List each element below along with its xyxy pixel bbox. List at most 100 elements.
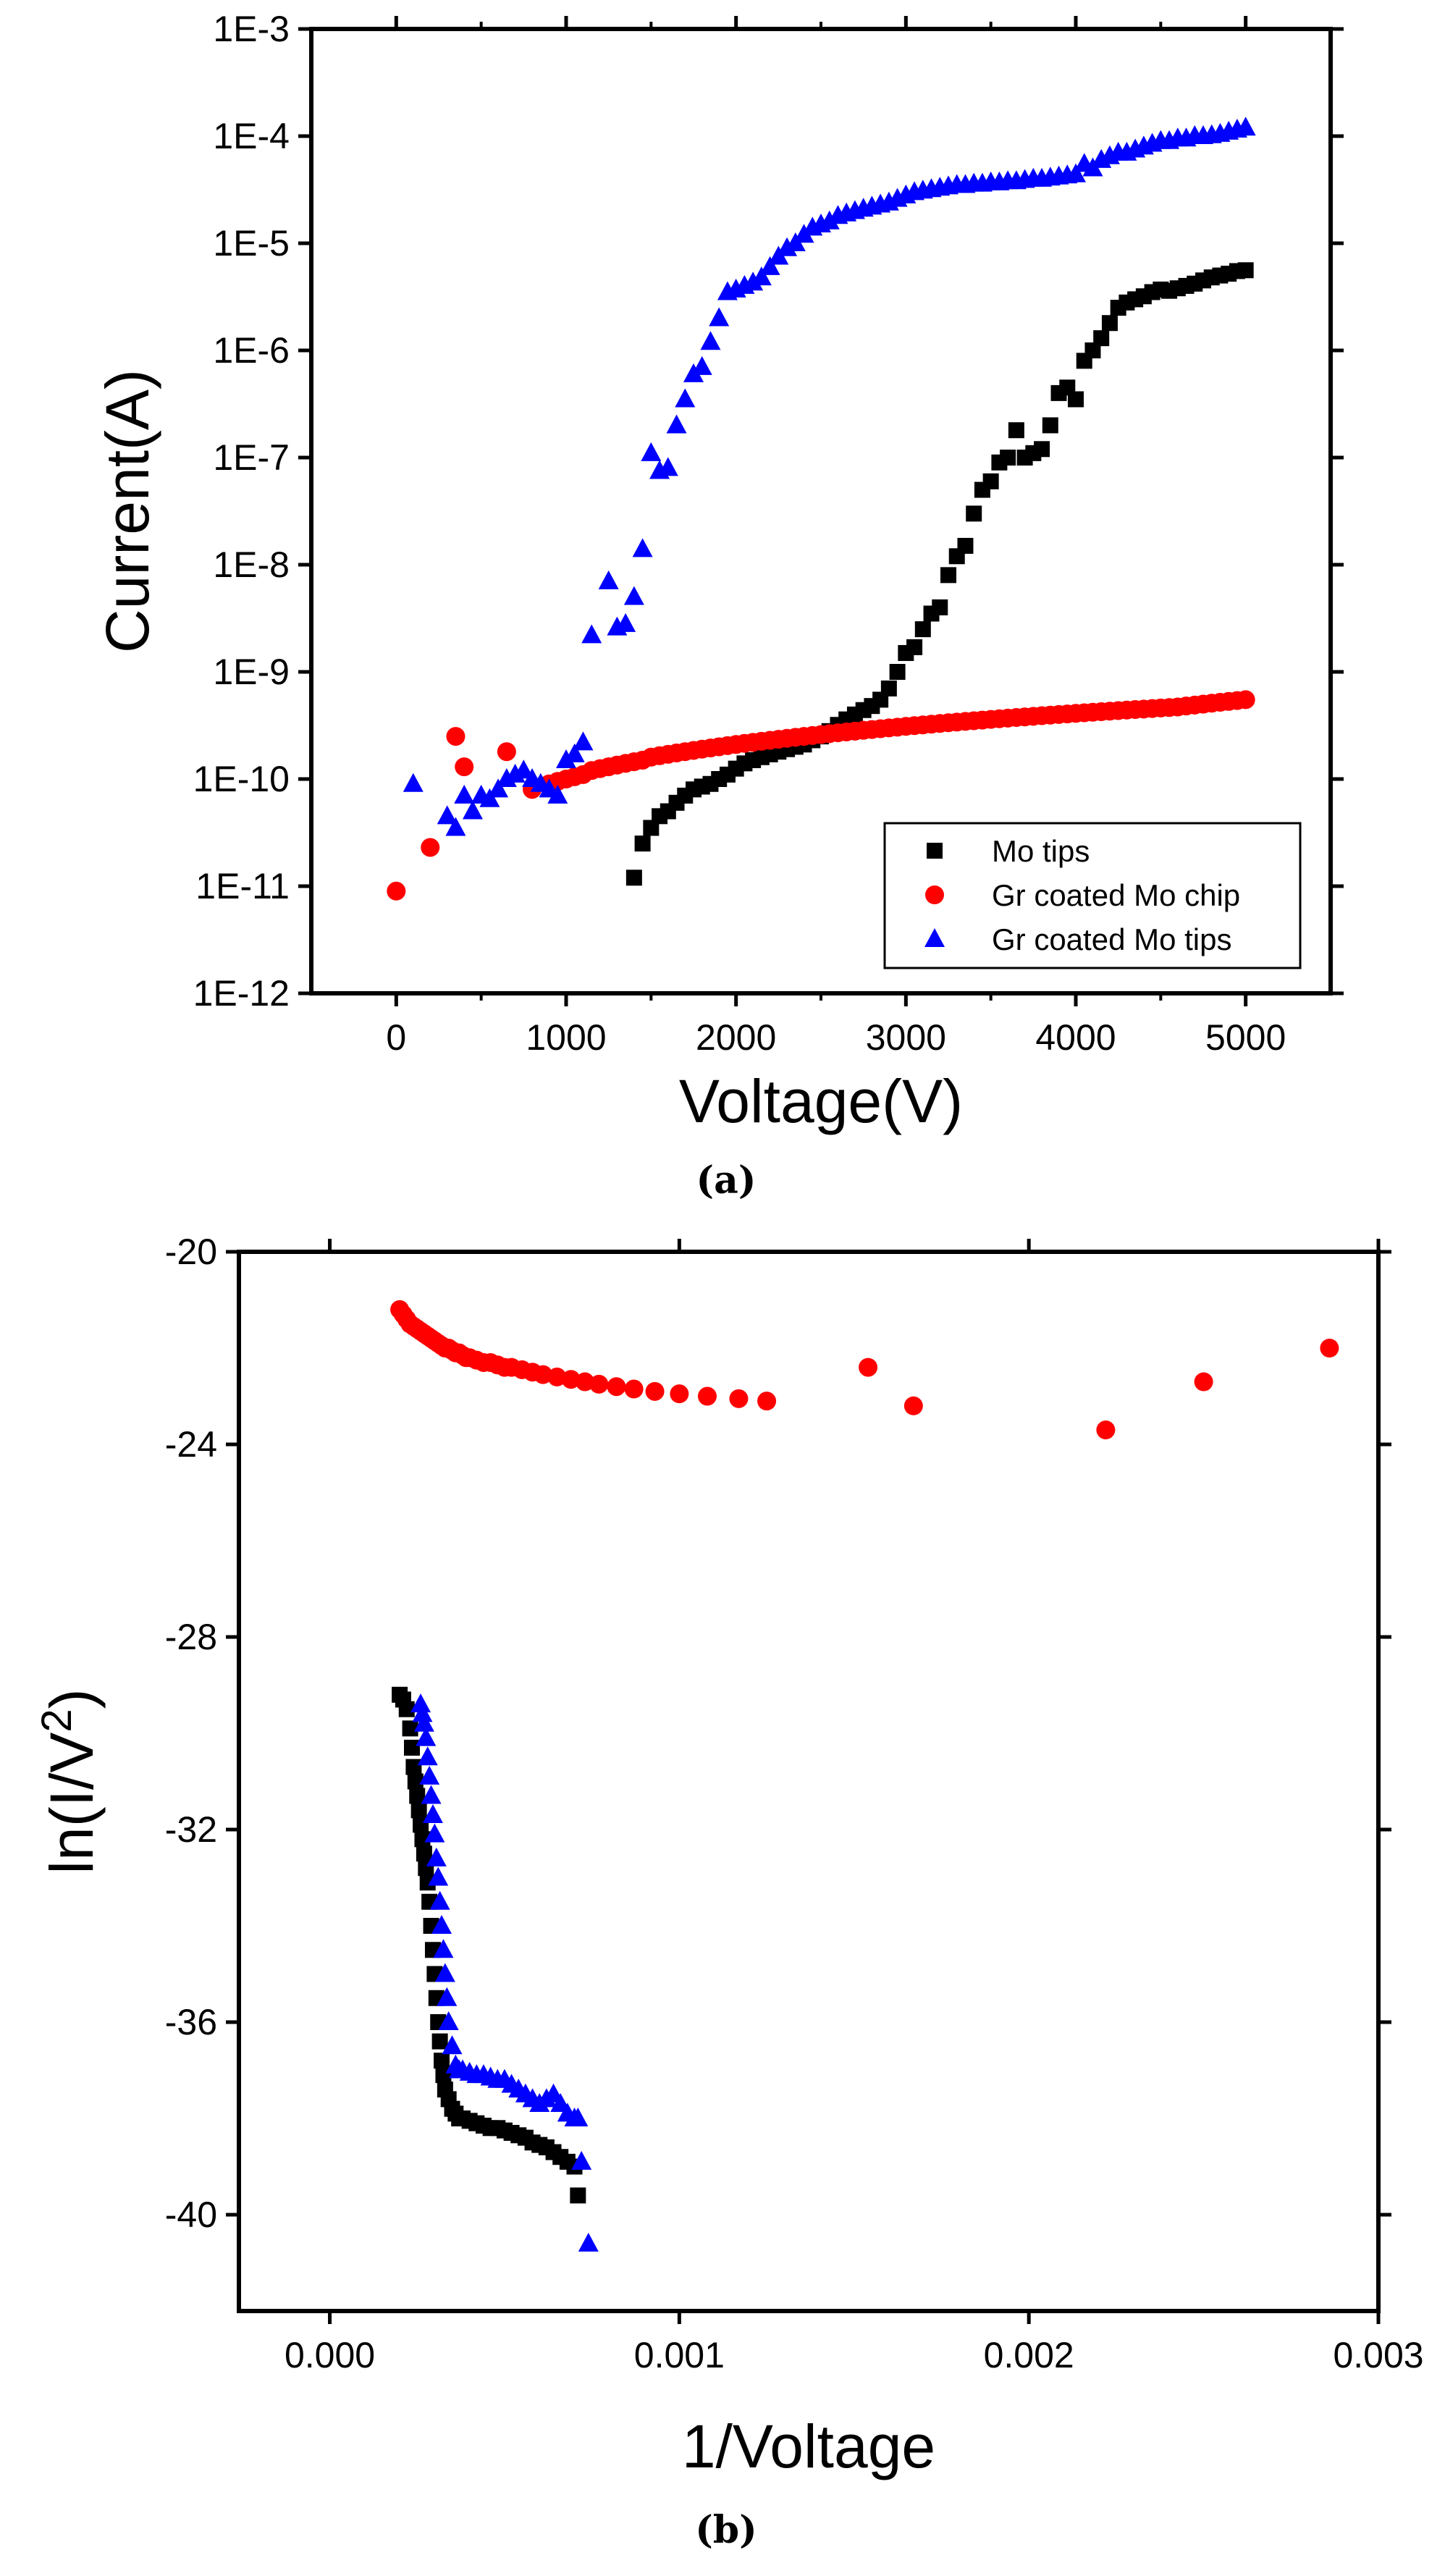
b-data-point xyxy=(434,1963,455,1982)
b-series-1 xyxy=(390,1300,1339,1440)
b-ytick-label: -20 xyxy=(165,1232,217,1272)
b-data-point xyxy=(670,1384,689,1404)
b-data-point xyxy=(575,1372,594,1392)
b-y-axis-title: ln(I/V2) xyxy=(33,1688,106,1874)
a-ytick-label: 1E-10 xyxy=(193,759,290,799)
a-data-point xyxy=(581,624,602,644)
a-data-point xyxy=(625,870,642,886)
b-data-point xyxy=(410,1693,431,1713)
b-data-point xyxy=(431,1915,452,1934)
b-data-point xyxy=(409,1788,426,1804)
a-data-point xyxy=(1235,117,1256,136)
b-data-point xyxy=(405,1759,422,1775)
a-data-point xyxy=(889,664,906,680)
b-data-point xyxy=(589,1374,609,1394)
b-data-point xyxy=(407,1773,424,1790)
a-data-point xyxy=(957,537,974,554)
a-xtick-label: 3000 xyxy=(866,1017,946,1058)
a-data-point xyxy=(632,538,653,557)
a-ytick-label: 1E-12 xyxy=(193,973,290,1014)
a-ytick-label: 1E-4 xyxy=(213,116,290,156)
b-data-point xyxy=(426,1847,447,1866)
caption-a: (a) xyxy=(696,1158,757,1203)
a-data-point xyxy=(641,442,662,461)
a-legend-label: Gr coated Mo chip xyxy=(992,878,1240,912)
a-data-point xyxy=(906,639,923,655)
a-data-point xyxy=(1042,417,1058,434)
a-xtick-label: 0 xyxy=(386,1017,406,1058)
a-data-point xyxy=(966,505,982,522)
a-data-point xyxy=(880,680,897,696)
a-data-point xyxy=(573,731,594,751)
a-data-point xyxy=(1000,450,1016,466)
chart-a: (a) 0 1000 2000 3000 4000 5000 1E-12 1E-11 1E-10… xyxy=(93,9,1344,1203)
b-data-point xyxy=(437,1987,458,2006)
a-data-point xyxy=(1236,690,1255,710)
b-data-point xyxy=(398,1701,415,1717)
a-data-point xyxy=(547,784,568,804)
b-xtick-label: 0.002 xyxy=(984,2335,1074,2375)
a-data-point xyxy=(1237,262,1254,279)
a-data-point xyxy=(455,757,474,777)
a-series-2 xyxy=(403,117,1256,836)
a-data-point xyxy=(488,778,509,798)
b-data-point xyxy=(417,1746,438,1766)
b-data-point xyxy=(1194,1372,1213,1392)
b-data-point xyxy=(561,1370,581,1389)
a-data-point xyxy=(759,256,780,275)
a-data-point xyxy=(623,586,644,605)
a-data-point xyxy=(666,414,687,434)
b-data-point xyxy=(434,2053,450,2069)
a-legend-marker xyxy=(927,843,943,859)
b-ytick-label: -36 xyxy=(165,2002,217,2042)
a-legend-marker xyxy=(925,885,944,904)
b-ytick-label: -40 xyxy=(165,2194,217,2235)
a-data-point xyxy=(462,800,483,820)
a-data-point xyxy=(513,759,534,779)
a-legend-label: Mo tips xyxy=(992,834,1090,868)
b-ytick-label: -24 xyxy=(165,1424,217,1465)
a-data-point xyxy=(437,805,458,825)
a-xtick-label: 2000 xyxy=(696,1017,776,1058)
b-data-point xyxy=(424,1823,445,1843)
a-series-1 xyxy=(387,690,1255,901)
b-data-point xyxy=(859,1358,878,1377)
b-series-0 xyxy=(392,1686,586,2204)
b-data-point xyxy=(624,1379,644,1399)
a-data-point xyxy=(1101,315,1118,332)
a-data-point xyxy=(421,838,440,857)
a-data-point xyxy=(387,881,406,901)
b-data-point xyxy=(757,1392,777,1411)
b-data-point xyxy=(729,1389,749,1408)
b-data-point xyxy=(534,1365,553,1384)
b-plot-frame xyxy=(237,1250,1381,2313)
a-data-point xyxy=(932,599,948,615)
a-ytick-label: 1E-7 xyxy=(213,437,290,478)
b-xtick-label: 0.001 xyxy=(634,2335,725,2375)
b-data-point xyxy=(645,1381,665,1401)
a-data-point xyxy=(564,743,585,762)
b-data-point xyxy=(402,1720,418,1737)
b-xtick-label: 0.003 xyxy=(1333,2335,1423,2375)
a-data-point xyxy=(1008,422,1024,439)
a-legend: Mo tips Gr coated Mo chip Gr coated Mo tip… xyxy=(883,822,1302,969)
a-data-point xyxy=(914,621,931,638)
b-data-point xyxy=(428,1866,449,1886)
a-data-point xyxy=(598,570,619,589)
a-ytick-label: 1E-3 xyxy=(213,9,290,49)
b-data-point xyxy=(438,2011,459,2030)
b-xtick-label: 0.000 xyxy=(285,2335,375,2375)
b-data-point xyxy=(1320,1339,1339,1358)
a-data-point xyxy=(709,307,730,327)
b-data-point xyxy=(568,2108,589,2126)
a-data-point xyxy=(1093,330,1110,347)
a-x-axis-title: Voltage(V) xyxy=(679,1067,963,1135)
b-data-point xyxy=(1096,1420,1116,1440)
b-data-point xyxy=(414,1831,431,1848)
b-data-point xyxy=(412,1703,433,1722)
b-data-point xyxy=(431,2033,448,2050)
b-data-point xyxy=(416,1845,432,1862)
b-data-point xyxy=(422,1804,443,1824)
a-xtick-label: 4000 xyxy=(1035,1017,1116,1058)
a-data-point xyxy=(1034,441,1050,458)
